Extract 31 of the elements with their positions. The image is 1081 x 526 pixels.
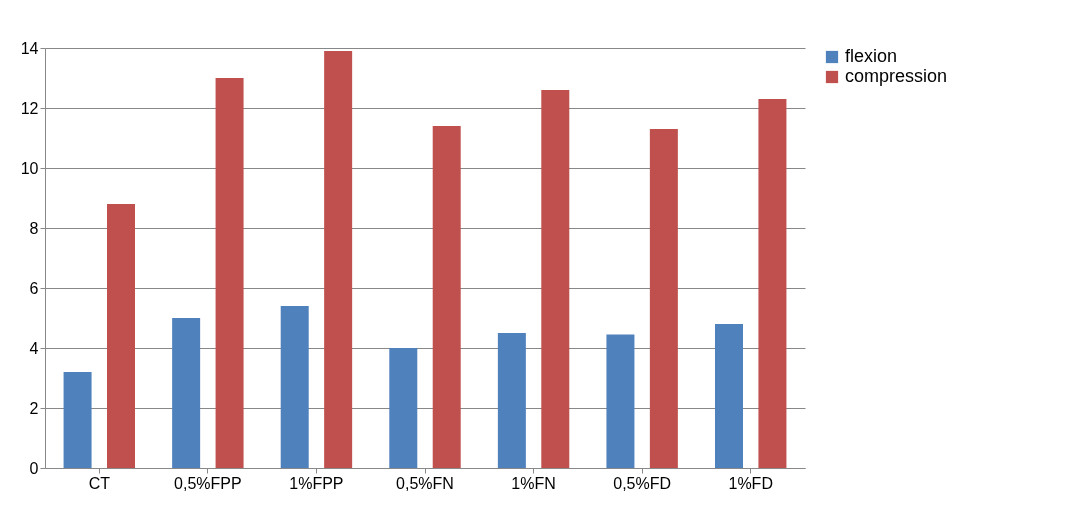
bar — [389, 348, 418, 468]
bar — [63, 372, 92, 468]
bar — [215, 78, 244, 468]
x-tick-label: 0,5%FD — [613, 474, 672, 492]
x-tick-label: 0,5%FN — [396, 474, 454, 492]
bar — [606, 334, 635, 468]
x-tick-label: 1%FPP — [289, 474, 344, 492]
bar — [172, 318, 201, 468]
bar — [541, 90, 570, 468]
y-tick-label: 4 — [29, 339, 39, 357]
bar — [715, 324, 743, 468]
y-tick-label: 8 — [29, 219, 39, 237]
bar — [280, 306, 309, 468]
bar — [758, 99, 787, 468]
y-tick-label: 0 — [29, 459, 39, 477]
y-tick-label: 6 — [29, 279, 39, 297]
x-tick-label: 0,5%FPP — [174, 474, 242, 492]
bar — [324, 51, 353, 468]
legend-label: flexion — [845, 46, 898, 66]
bar — [649, 129, 678, 468]
bar — [497, 333, 526, 468]
x-tick-label: CT — [88, 474, 111, 492]
y-tick-label: 14 — [20, 39, 39, 57]
legend-label: compression — [845, 66, 948, 86]
y-tick-label: 2 — [29, 399, 39, 417]
bar — [107, 204, 135, 468]
x-tick-label: 1%FN — [511, 474, 556, 492]
y-tick-label: 12 — [20, 99, 39, 117]
x-tick-label: 1%FD — [728, 474, 773, 492]
bar — [432, 126, 461, 468]
y-tick-label: 10 — [20, 159, 39, 177]
